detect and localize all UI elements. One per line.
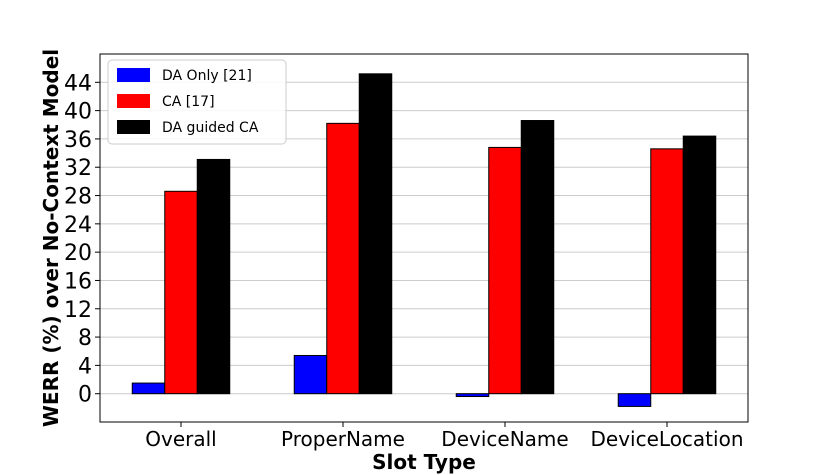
legend-box [107,59,287,145]
x-axis-title: Slot Type [372,450,476,474]
bar-devicelocation-series-2 [650,148,684,395]
bar-propername-series-1 [293,354,328,395]
bar-devicelocation-series-3 [682,135,717,395]
y-tick-label: 40 [64,100,92,125]
x-tick-label: DeviceLocation [591,427,744,451]
legend-swatch [117,94,150,108]
y-axis-title: WERR (%) over No-Context Model [39,49,63,427]
bar-propername-series-3 [358,73,393,395]
bar-overall-series-3 [196,158,231,395]
legend-label: DA Only [21] [162,68,252,84]
y-tick-label: 32 [64,156,92,181]
y-tick-label: 28 [64,185,92,210]
bar-overall-series-1 [131,382,166,395]
y-tick-label: 12 [64,298,92,323]
bar-devicename-series-1 [455,393,490,398]
y-axis-ticks: 0 4 8 12 16 20 24 28 32 36 40 44 [64,71,100,408]
y-tick-label: 4 [78,354,92,379]
bar-devicename-series-3 [520,120,555,395]
bars [131,73,717,407]
y-tick-label: 20 [64,241,92,266]
y-tick-label: 24 [64,213,92,238]
y-tick-label: 0 [78,383,92,408]
bar-devicename-series-2 [488,146,522,395]
bar-propername-series-2 [326,122,360,395]
x-tick-label: ProperName [281,427,405,451]
bar-overall-series-2 [164,190,198,395]
legend-swatch [117,68,150,82]
x-tick-label: Overall [145,427,216,451]
legend-label: CA [17] [162,94,215,110]
legend-swatch [117,120,150,134]
bar-devicelocation-series-1 [617,393,652,407]
legend: DA Only [21] CA [17] DA guided CA [107,59,287,145]
y-tick-label: 36 [64,128,92,153]
legend-label: DA guided CA [162,120,259,136]
y-tick-label: 16 [64,269,92,294]
plot-area-frame [99,53,749,423]
x-axis-ticks: Overall ProperName DeviceName DeviceLocatio… [145,422,744,451]
x-tick-label: DeviceName [441,427,568,451]
y-tick-label: 44 [64,71,92,96]
y-tick-label: 8 [78,326,92,351]
